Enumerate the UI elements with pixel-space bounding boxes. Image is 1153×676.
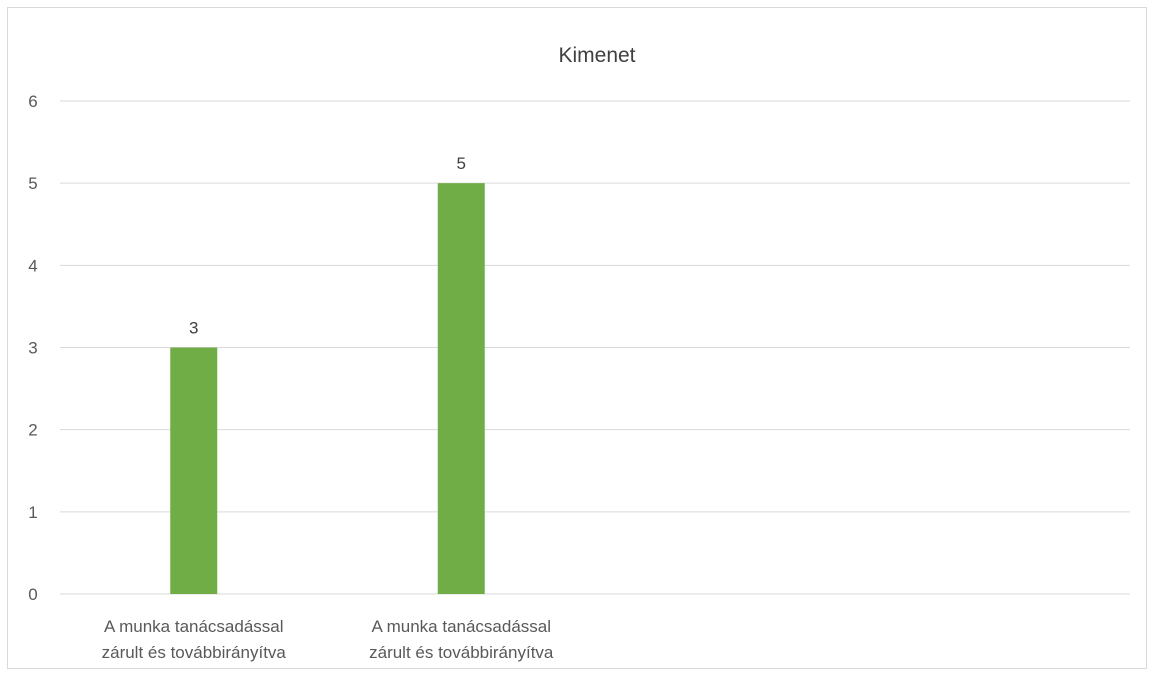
y-tick-label: 5 [28,174,37,193]
y-tick-label: 1 [28,503,37,522]
x-category-label: zárult és továbbirányítva [369,643,554,662]
data-labels: 35 [189,154,466,337]
y-tick-label: 2 [28,421,37,440]
bars [170,183,485,594]
y-tick-label: 0 [28,585,37,604]
y-tick-label: 3 [28,339,37,358]
gridlines [60,100,1130,595]
y-tick-label: 4 [28,256,37,275]
x-category-label: A munka tanácsadással [371,617,551,636]
data-label: 3 [189,319,198,338]
y-axis-ticks: 0 1 2 3 4 5 6 [28,92,37,604]
y-tick-label: 6 [28,92,37,111]
chart-title: Kimenet [558,44,635,67]
bar [437,183,485,594]
bar [170,347,218,594]
x-category-label: zárult és továbbirányítva [102,643,287,662]
data-label: 5 [457,154,466,173]
x-category-label: A munka tanácsadással [104,617,284,636]
x-axis-categories: A munka tanácsadással zárult és továbbirá… [102,617,554,662]
